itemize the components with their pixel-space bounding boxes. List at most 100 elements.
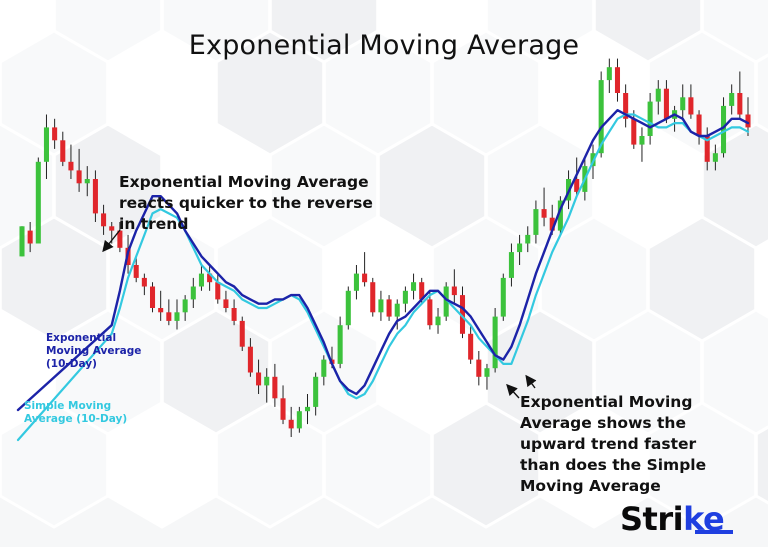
annotation-top-line: reacts quicker to the reverse xyxy=(119,194,373,212)
down-candle xyxy=(207,265,213,291)
annotation-top: Exponential Moving Average reacts quicke… xyxy=(119,172,373,235)
candle-body xyxy=(321,359,327,377)
up-candle xyxy=(304,394,311,425)
sma-label-line: Average (10-Day) xyxy=(24,413,128,425)
candle-body xyxy=(370,282,376,313)
down-candle xyxy=(745,97,751,136)
candle-body xyxy=(60,140,66,162)
candle-body xyxy=(411,282,417,291)
up-candle xyxy=(337,316,343,369)
candle-body xyxy=(427,299,433,326)
candle-body xyxy=(525,234,531,244)
candle-body xyxy=(174,312,180,321)
up-candle xyxy=(264,368,270,403)
up-candle xyxy=(655,80,661,115)
up-candle xyxy=(345,286,351,330)
up-candle xyxy=(174,299,180,330)
down-candle xyxy=(149,282,156,313)
candle-body xyxy=(729,93,735,106)
candle-body xyxy=(362,273,368,283)
up-candle xyxy=(435,308,441,334)
down-candle xyxy=(141,273,147,296)
candle-body xyxy=(223,299,229,308)
up-candle xyxy=(313,372,319,416)
candle-body xyxy=(35,161,41,244)
candle-body xyxy=(231,308,237,321)
down-candle xyxy=(370,277,376,317)
candle-body xyxy=(647,101,653,136)
candle-body xyxy=(84,179,90,184)
candle-body xyxy=(247,346,253,373)
up-candle xyxy=(492,308,498,373)
up-candle xyxy=(394,299,400,330)
annotation-top-line: in trend xyxy=(119,215,189,233)
candle-body xyxy=(345,290,351,326)
down-candle xyxy=(468,325,474,364)
candle-body xyxy=(215,282,221,300)
up-candle xyxy=(639,127,645,162)
down-candle xyxy=(459,286,466,339)
candle-body xyxy=(52,127,58,141)
annotation-bottom-line: upward trend faster xyxy=(520,435,697,453)
candle-body xyxy=(517,243,523,253)
candle-body xyxy=(92,179,98,214)
candle-body xyxy=(696,114,702,136)
down-candle xyxy=(737,71,743,119)
candle-body xyxy=(256,372,262,386)
down-candle xyxy=(362,252,368,287)
candle-body xyxy=(655,88,661,102)
candle-body xyxy=(43,127,50,162)
candle-body xyxy=(313,376,319,407)
annotation-bottom: Exponential Moving Average shows the upw… xyxy=(520,392,706,497)
down-candle xyxy=(614,58,621,102)
candle-body xyxy=(484,368,490,377)
candle-body xyxy=(712,153,718,162)
ema-series-label: Exponential Moving Average (10-Day) xyxy=(46,332,141,371)
candle-body xyxy=(296,411,302,429)
candle-body xyxy=(117,230,123,248)
candle-body xyxy=(549,217,555,231)
down-candle xyxy=(288,406,294,437)
candle-body xyxy=(19,226,25,257)
candle-body xyxy=(68,161,74,171)
down-candle xyxy=(92,170,98,222)
candle-body xyxy=(737,93,743,115)
down-candle xyxy=(704,127,710,171)
down-candle xyxy=(631,110,637,149)
candle-body xyxy=(631,118,637,145)
logo-text: Stri xyxy=(620,500,684,538)
down-candle xyxy=(623,84,629,128)
candle-body xyxy=(304,406,311,412)
down-candle xyxy=(386,295,392,321)
candle-body xyxy=(574,179,580,192)
down-candle xyxy=(688,84,694,119)
logo-accent-text: ke xyxy=(683,500,725,538)
candle-body xyxy=(76,170,82,184)
candle-body xyxy=(280,398,286,420)
ema-label-line: (10-Day) xyxy=(46,358,97,370)
candle-body xyxy=(141,277,147,287)
up-candle xyxy=(484,363,490,390)
annotation-top-line: Exponential Moving Average xyxy=(119,173,369,191)
ema-label-line: Exponential xyxy=(46,332,117,344)
candle-body xyxy=(435,316,441,326)
down-candle xyxy=(68,144,74,179)
candle-body xyxy=(606,67,612,81)
annotation-top-arrow xyxy=(102,229,121,253)
down-candle xyxy=(27,222,33,253)
up-candle xyxy=(606,58,612,93)
down-candle xyxy=(52,118,58,149)
down-candle xyxy=(101,204,107,235)
down-candle xyxy=(272,363,278,407)
down-candle xyxy=(215,273,221,304)
candle-body xyxy=(663,88,669,119)
up-candle xyxy=(729,84,735,115)
candle-body xyxy=(378,299,384,313)
candle-body xyxy=(27,230,33,244)
down-candle xyxy=(117,222,123,253)
candle-body xyxy=(541,209,547,218)
down-candle xyxy=(76,148,82,192)
candle-body xyxy=(198,273,204,287)
